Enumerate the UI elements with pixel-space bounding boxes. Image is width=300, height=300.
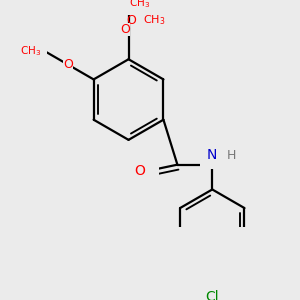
Text: O: O (127, 14, 136, 27)
Text: Cl: Cl (206, 290, 219, 300)
Text: N: N (207, 148, 217, 162)
Text: O: O (121, 23, 130, 36)
Text: CH$_3$: CH$_3$ (143, 13, 166, 27)
Text: O: O (134, 164, 145, 178)
Text: H: H (227, 148, 236, 162)
Text: CH$_3$: CH$_3$ (20, 44, 41, 58)
Text: O: O (63, 58, 73, 71)
Text: CH$_3$: CH$_3$ (129, 0, 151, 10)
